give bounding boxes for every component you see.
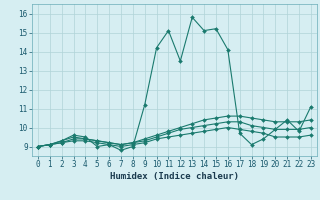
X-axis label: Humidex (Indice chaleur): Humidex (Indice chaleur): [110, 172, 239, 181]
